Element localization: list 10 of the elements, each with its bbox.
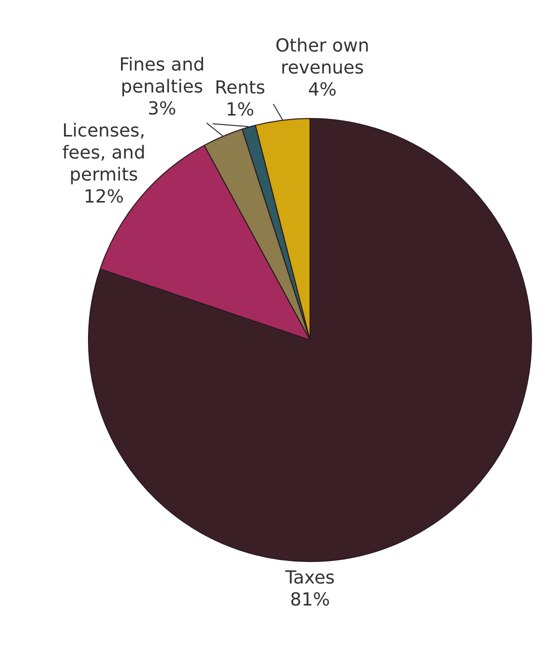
slice-label: Licenses, fees, and permits [62,120,146,186]
slice-label: Fines and penalties [119,54,205,98]
data-label: 1% [226,99,254,120]
data-label: 4% [308,80,337,101]
data-label: 81% [290,590,330,611]
slice-label: Taxes [284,568,335,589]
data-label: 12% [84,186,124,208]
slice-label: Other own revenues [275,36,370,79]
slice-label: Rents [214,77,266,98]
data-label: 3% [148,98,176,120]
